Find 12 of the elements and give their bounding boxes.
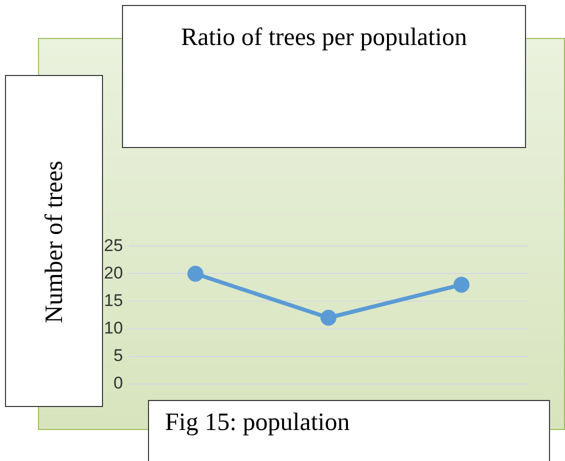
y-tick-label: 0	[113, 373, 123, 392]
y-axis-title: Number of trees	[41, 160, 69, 324]
point	[453, 276, 470, 293]
y-tick-label: 15	[104, 290, 123, 310]
point	[320, 310, 336, 326]
y-tick-label: 25	[104, 236, 123, 255]
y-tick-label: 5	[113, 346, 123, 365]
chart-title: Ratio of trees per population	[122, 5, 526, 148]
x-axis-title: Fig 15: population	[148, 400, 550, 461]
y-tick-label: 20	[104, 263, 123, 282]
y-tick-label: 10	[104, 318, 123, 338]
point	[187, 266, 204, 282]
